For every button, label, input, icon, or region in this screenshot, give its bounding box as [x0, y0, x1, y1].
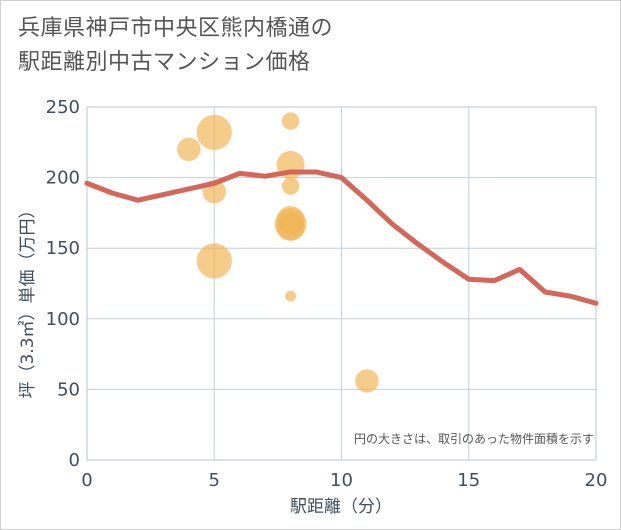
x-tick-20: 20	[585, 470, 608, 491]
y-axis-title: 坪（3.3㎡）単価（万円）	[18, 201, 38, 398]
bubble-point-10	[276, 213, 305, 241]
x-tick-0: 0	[81, 470, 92, 491]
chart-title-line-1: 兵庫県神戸市中央区熊内橋通の	[18, 16, 334, 41]
bubble-point-7	[281, 177, 300, 195]
bubble-point-5	[281, 112, 300, 130]
bubble-point-11	[285, 290, 297, 302]
bubble-point-4	[196, 243, 232, 279]
bubble-size-note: 円の大きさは、取引のあった物件面積を示す	[354, 431, 594, 446]
bubble-point-12	[355, 369, 379, 393]
chart-title: 兵庫県神戸市中央区熊内橋通の 駅距離別中古マンション価格	[18, 12, 333, 80]
y-tick-150: 150	[46, 238, 80, 259]
y-tick-100: 100	[46, 309, 80, 330]
trend-line	[84, 169, 599, 306]
y-tick-0: 0	[69, 450, 80, 471]
y-tick-200: 200	[46, 168, 80, 189]
bubbles	[177, 112, 379, 393]
trend-line-group	[84, 169, 599, 306]
x-tick-5: 5	[209, 470, 220, 491]
y-tick-50: 50	[57, 379, 80, 400]
y-tick-250: 250	[46, 97, 80, 118]
x-axis-title: 駅距離（分）	[290, 497, 392, 517]
x-tick-10: 10	[330, 470, 353, 491]
x-tick-15: 15	[457, 470, 480, 491]
chart-title-line-2: 駅距離別中古マンション価格	[18, 50, 311, 75]
bubble-point-1	[177, 137, 201, 162]
bubble-point-2	[196, 114, 232, 151]
